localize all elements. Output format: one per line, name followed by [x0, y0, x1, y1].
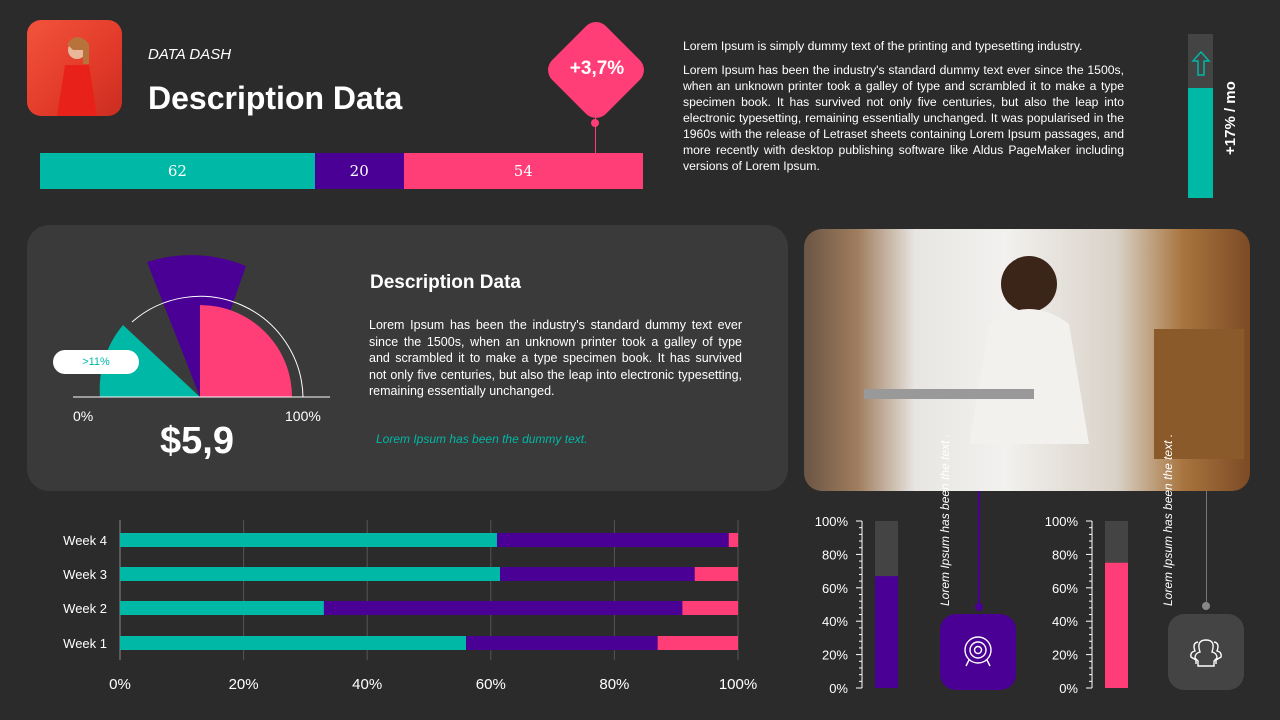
- bar-segment: [694, 567, 738, 581]
- gauge-segment-purple: [147, 255, 246, 397]
- bar-segment: [120, 567, 501, 581]
- y-tick-label: 20%: [822, 648, 848, 663]
- price: $5,9: [160, 420, 234, 462]
- y-tick-label: 100%: [815, 514, 849, 529]
- connector: [978, 491, 980, 606]
- y-tick-label: 60%: [822, 581, 848, 596]
- category-label: Week 4: [63, 533, 107, 548]
- bar-segment: [120, 533, 497, 547]
- bar-segment: [728, 533, 738, 547]
- x-tick-label: 80%: [599, 676, 629, 693]
- photo-woman-laptop: [804, 229, 1250, 491]
- stack-segment: 54: [403, 153, 643, 189]
- badge-dot: [591, 119, 599, 127]
- y-tick-label: 20%: [1052, 648, 1078, 663]
- stack-segment: 62: [40, 153, 315, 189]
- y-tick-label: 60%: [1052, 581, 1078, 596]
- card-note: Lorem Ipsum has been the dummy text.: [376, 432, 588, 446]
- category-label: Week 2: [63, 601, 107, 616]
- growth-badge-text: +3,7%: [569, 58, 625, 79]
- bar-segment: [682, 601, 738, 615]
- chart-note-1: Lorem Ipsum has been the text .: [938, 433, 952, 606]
- gauge-min: 0%: [73, 408, 94, 424]
- y-tick-label: 0%: [829, 681, 848, 696]
- bar-segment: [323, 601, 683, 615]
- bar-fill: [875, 576, 898, 688]
- arrow-up-icon: [1191, 50, 1211, 76]
- target-button[interactable]: [940, 614, 1016, 690]
- gauge-segment-pink: [200, 305, 292, 397]
- bar-segment: [496, 533, 729, 547]
- growth-meter-fill: [1188, 88, 1213, 198]
- gauge-arc: [131, 295, 304, 398]
- x-tick-label: 0%: [109, 676, 131, 693]
- paragraph: Lorem Ipsum is simply dummy text of the …: [683, 39, 1083, 53]
- y-tick-label: 100%: [1045, 514, 1079, 529]
- bar-segment: [120, 636, 467, 650]
- weekly-bar-chart: 0% 20% 40% 60% 80% 100% Week 1 Week 2 Week 3 Week…: [63, 520, 757, 693]
- stack-segment: 20: [314, 153, 404, 189]
- connector-dot: [975, 603, 983, 611]
- avatar: [27, 20, 122, 116]
- growth-label: +17% / mo: [1222, 81, 1239, 155]
- description-text: Lorem Ipsum is simply dummy text of the …: [683, 38, 1124, 182]
- y-tick-label: 40%: [822, 614, 848, 629]
- kicker: DATA DASH: [148, 46, 232, 63]
- card-title: Description Data: [370, 272, 521, 293]
- bar-segment: [657, 636, 738, 650]
- target-icon: [964, 636, 992, 667]
- x-tick-label: 60%: [476, 676, 506, 693]
- progress-chart-1: 0% 20% 40% 60% 80% 100%: [815, 514, 898, 696]
- chart-note-2: Lorem Ipsum has been the text .: [1161, 433, 1175, 606]
- y-tick-label: 80%: [1052, 547, 1078, 562]
- page-title: Description Data: [148, 80, 403, 116]
- x-tick-label: 20%: [229, 676, 259, 693]
- bar-segment: [500, 567, 695, 581]
- connector-dot: [1202, 602, 1210, 610]
- paragraph: Lorem Ipsum has been the industry's stan…: [683, 63, 1124, 173]
- gauge-segment-teal: [99, 325, 200, 397]
- y-tick-label: 40%: [1052, 614, 1078, 629]
- progress-chart-2: 0% 20% 40% 60% 80% 100%: [1045, 514, 1128, 696]
- gauge-chart: [73, 255, 330, 398]
- users-icon: [1190, 639, 1222, 667]
- category-label: Week 1: [63, 636, 107, 651]
- x-tick-label: 40%: [352, 676, 382, 693]
- y-tick-label: 0%: [1059, 681, 1078, 696]
- x-tick-label: 100%: [719, 676, 757, 693]
- category-label: Week 3: [63, 567, 107, 582]
- badge-connector: [595, 118, 596, 154]
- users-button[interactable]: [1168, 614, 1244, 690]
- connector: [1206, 491, 1207, 606]
- gauge-max: 100%: [285, 408, 321, 424]
- gauge-tag: >11%: [53, 350, 139, 374]
- bar-segment: [466, 636, 658, 650]
- bar-fill: [1105, 562, 1128, 688]
- card-text: Lorem Ipsum has been the industry's stan…: [369, 318, 742, 398]
- y-tick-label: 80%: [822, 547, 848, 562]
- bar-segment: [120, 601, 324, 615]
